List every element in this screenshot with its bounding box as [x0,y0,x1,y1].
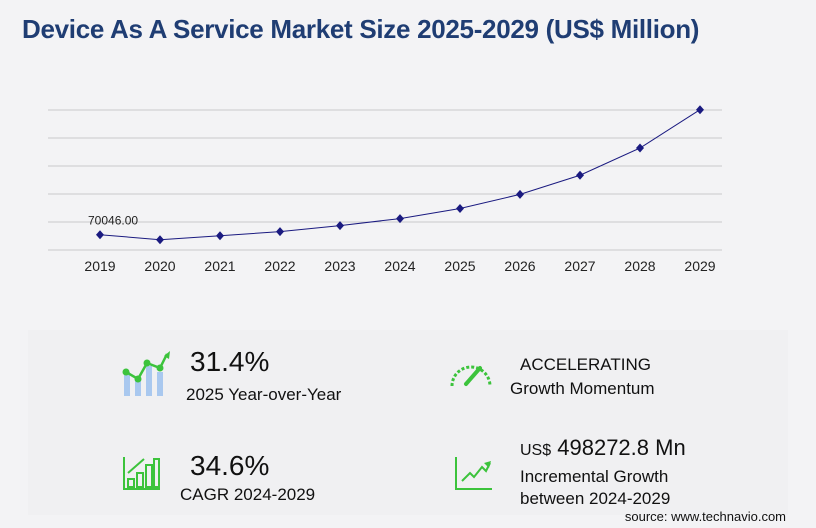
cagr-label: CAGR 2024-2029 [180,485,316,504]
x-tick-label: 2019 [84,258,115,274]
growth-chart-icon [122,351,170,396]
page-title: Device As A Service Market Size 2025-202… [22,14,700,44]
speedometer-icon [450,365,492,387]
x-tick-label: 2029 [684,258,715,274]
increment-prefix: US$ [520,442,552,459]
increment-label-1: Incremental Growth [520,467,669,486]
x-tick-label: 2020 [144,258,175,274]
x-tick-label: 2021 [204,258,235,274]
line-chart: 2019 2020 2021 2022 2023 2024 2025 2026 2027 2028… [48,105,722,274]
data-point [336,221,344,231]
cagr-value: 34.6% [190,450,270,481]
trend-up-icon [455,457,492,490]
increment-value: US$ 498272.8 Mn [520,437,686,462]
x-tick-label: 2024 [384,258,415,274]
data-point [396,214,404,224]
data-point [276,227,284,237]
data-point [156,235,164,245]
x-tick-label: 2025 [444,258,475,274]
data-label: 70046.00 [88,214,138,228]
increment-label-2: between 2024-2029 [520,489,671,508]
increment-amount: 498272.8 Mn [557,435,686,460]
momentum-value: ACCELERATING [520,355,651,374]
data-point [456,203,464,213]
data-point [516,189,524,199]
x-tick-label: 2028 [624,258,655,274]
data-point [636,143,644,153]
x-tick-label: 2026 [504,258,535,274]
x-tick-label: 2022 [264,258,295,274]
x-tick-label: 2023 [324,258,355,274]
bar-growth-icon [123,457,160,490]
x-tick-label: 2027 [564,258,595,274]
yoy-value: 31.4% [190,346,270,377]
data-point [96,230,104,240]
momentum-label: Growth Momentum [510,379,655,398]
data-point [216,231,224,241]
data-point [576,170,584,180]
source-text: source: www.technavio.com [624,509,786,524]
data-point [696,105,704,115]
yoy-label: 2025 Year-over-Year [186,385,342,404]
